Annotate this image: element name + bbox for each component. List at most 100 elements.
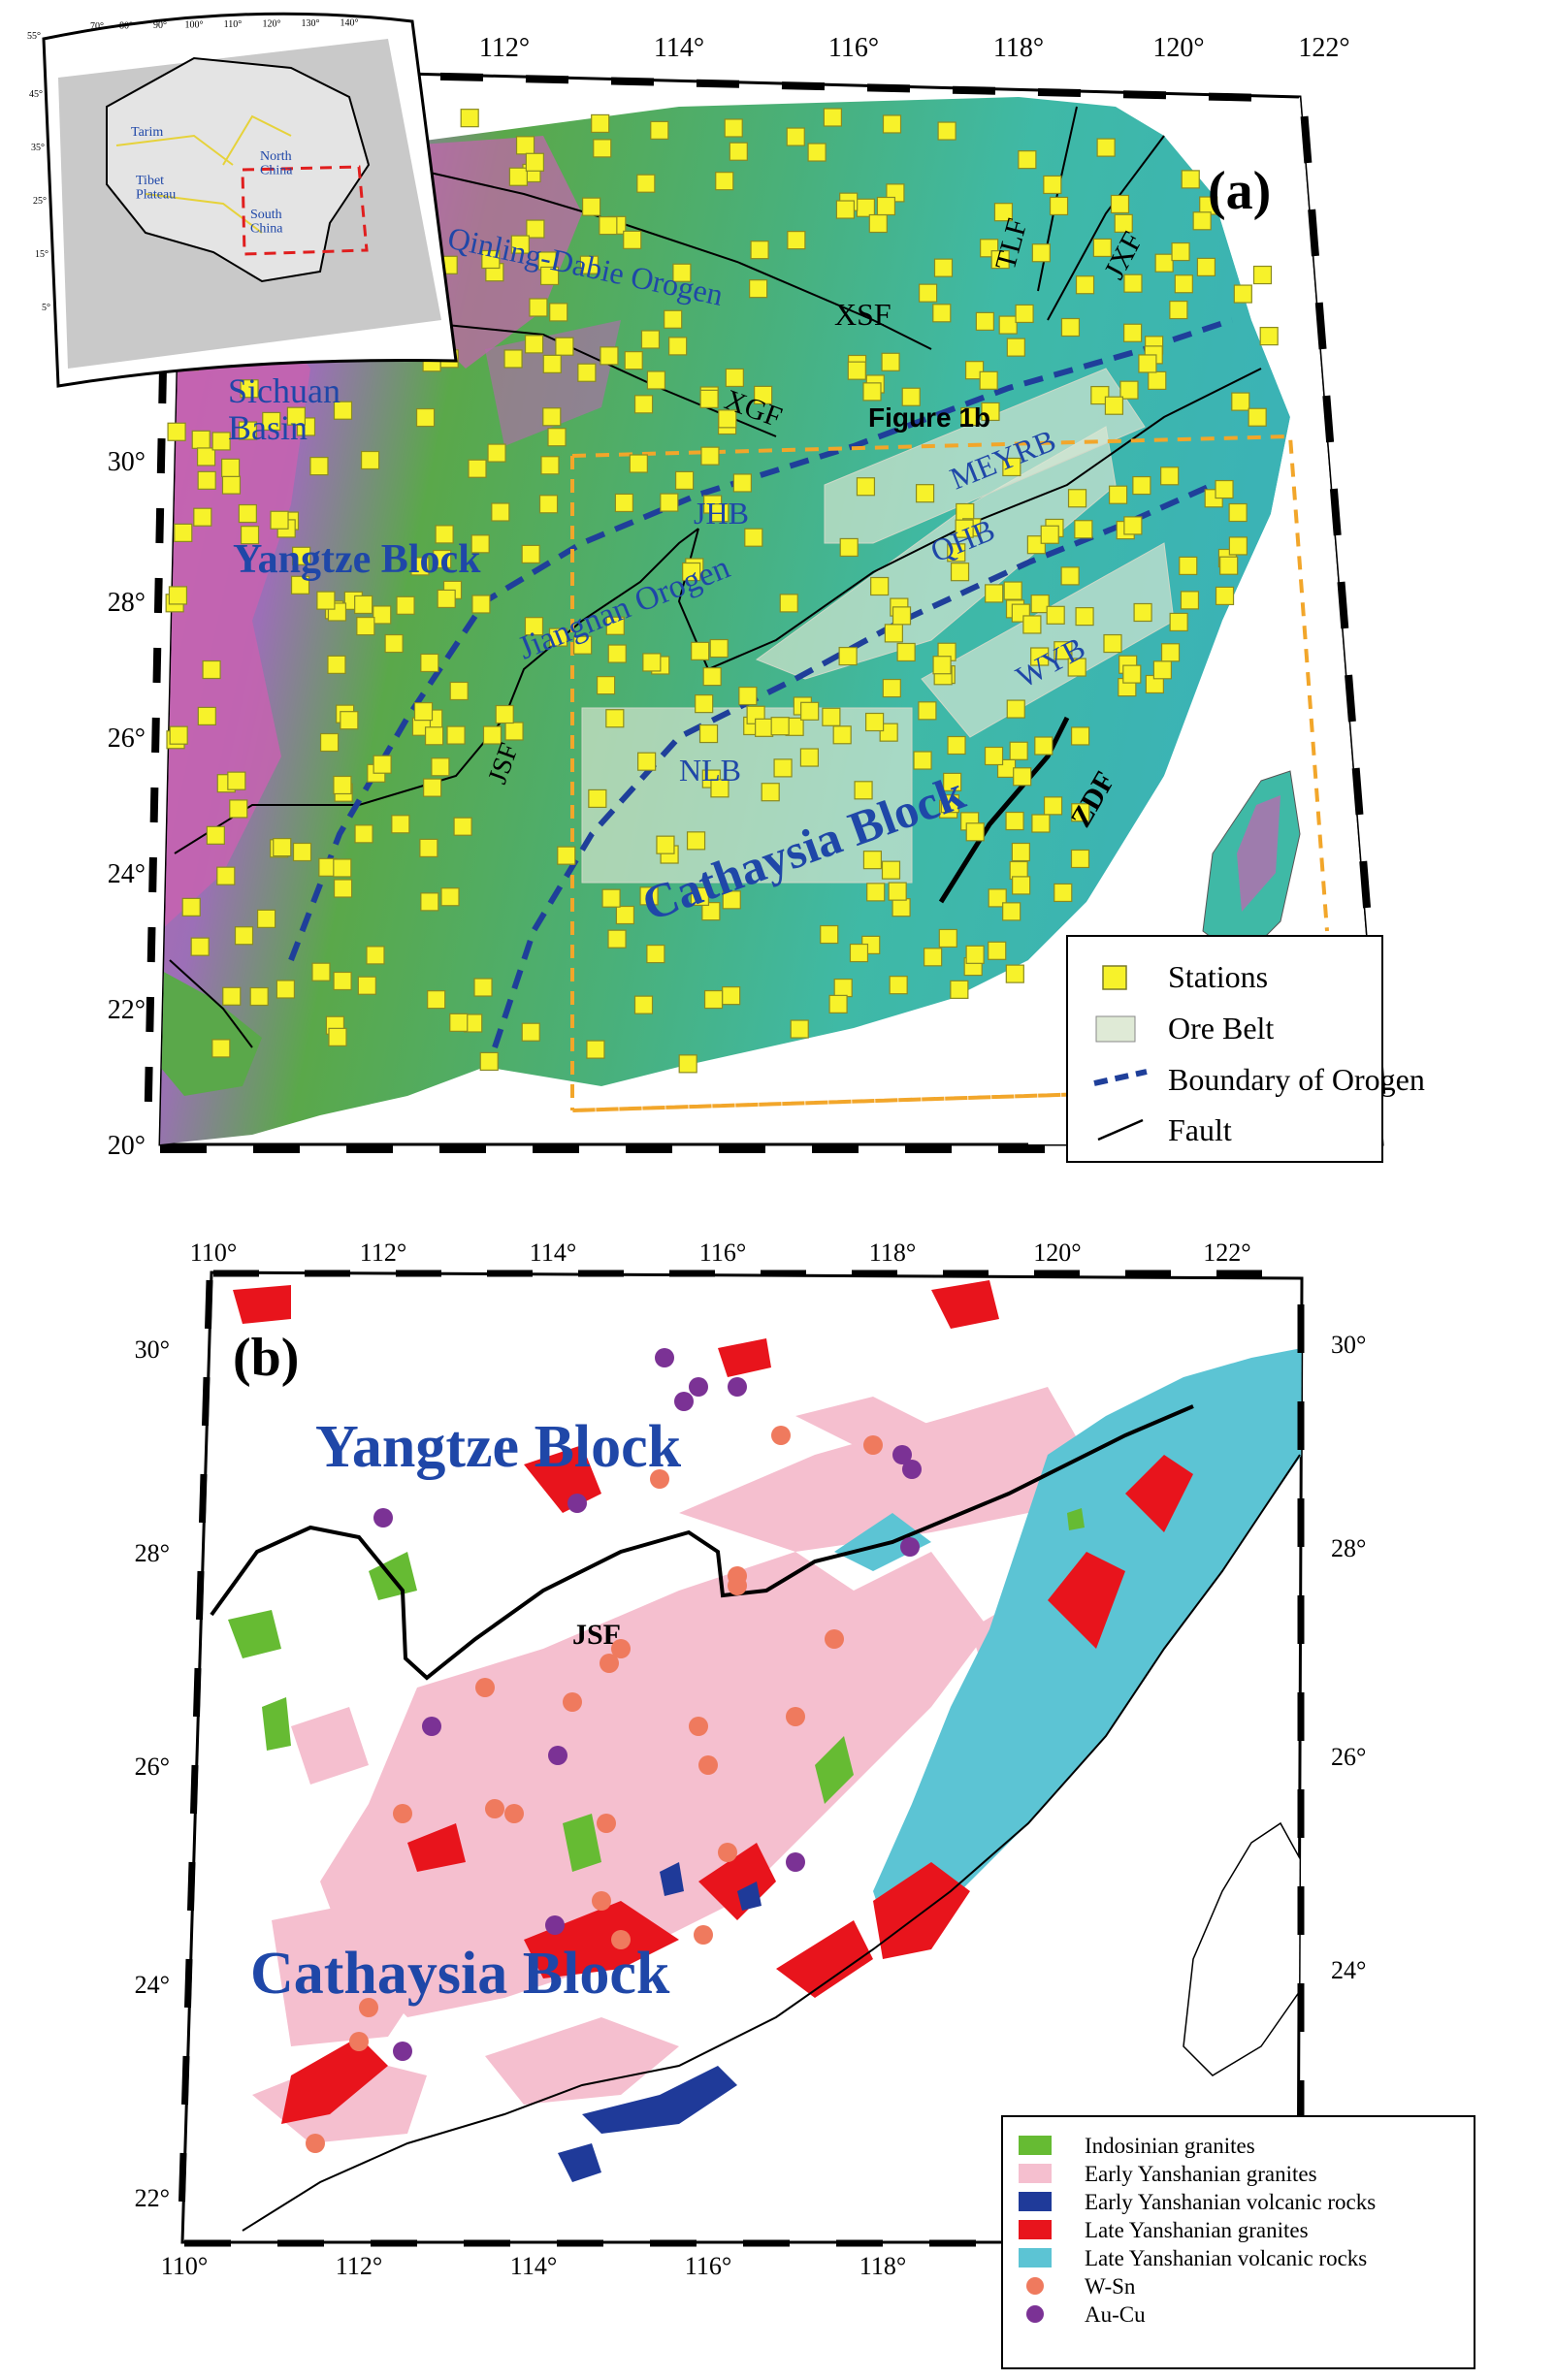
w-sn-deposit — [306, 2134, 325, 2153]
station-marker — [856, 198, 876, 217]
w-sn-deposit — [689, 1717, 708, 1736]
legend-b-swatch-au-cu — [1026, 2305, 1044, 2323]
frame-checker — [1337, 581, 1349, 629]
inset-lon-tick-label: 110° — [224, 19, 243, 30]
station-marker — [828, 994, 848, 1013]
station-marker — [396, 595, 415, 615]
frame-checker — [158, 368, 167, 404]
station-marker — [1040, 525, 1059, 544]
station-marker — [391, 815, 410, 834]
label-yangtze-block-a: Yangtze Block — [233, 537, 481, 582]
lat-tick-label-a: 24° — [108, 859, 146, 889]
station-marker — [427, 990, 446, 1010]
inset-lon-tick-label: 130° — [302, 18, 320, 29]
station-marker — [211, 432, 231, 451]
w-sn-deposit — [349, 2032, 369, 2051]
station-marker — [833, 978, 853, 998]
b-lat-tick-left: 28° — [135, 1539, 170, 1567]
station-marker — [1043, 796, 1063, 816]
frame-checker — [156, 437, 166, 474]
inset-lat-tick-label: 5° — [42, 303, 50, 313]
station-marker — [1169, 612, 1188, 632]
station-marker — [588, 788, 607, 809]
station-marker — [453, 817, 472, 836]
station-marker — [755, 718, 774, 737]
ore-belt-meyrb — [824, 368, 1146, 544]
legend-b-label-w-sn: W-Sn — [1085, 2274, 1136, 2299]
station-marker — [525, 152, 544, 172]
station-marker — [410, 557, 430, 576]
au-cu-deposit — [786, 1852, 805, 1872]
station-marker — [881, 352, 900, 371]
station-marker — [354, 595, 373, 615]
station-marker — [193, 507, 212, 527]
station-marker — [614, 493, 633, 513]
station-marker — [601, 888, 621, 908]
station-marker — [1018, 150, 1037, 170]
lon-tick-label-a: 120° — [1152, 33, 1204, 63]
station-marker — [311, 962, 331, 981]
station-marker — [901, 387, 921, 406]
inset-lat-tick-label: 55° — [27, 31, 41, 42]
station-marker — [678, 1054, 697, 1074]
station-marker — [700, 446, 720, 466]
b-lat-tick-right: 26° — [1331, 1743, 1366, 1771]
station-marker — [823, 108, 842, 127]
station-marker — [435, 525, 454, 544]
station-marker — [240, 526, 260, 545]
legend-b-swatch-late-yanshanian-volcanic — [1019, 2248, 1052, 2267]
station-marker — [710, 503, 729, 523]
station-marker — [191, 430, 211, 449]
panel-b-label: (b) — [233, 1328, 299, 1388]
station-marker — [1180, 591, 1200, 610]
au-cu-deposit — [892, 1445, 912, 1464]
au-cu-deposit — [728, 1377, 747, 1397]
station-marker — [1043, 175, 1062, 195]
station-marker — [1219, 556, 1239, 575]
station-marker — [1075, 275, 1095, 295]
station-marker — [1132, 475, 1151, 496]
frame-checker — [1351, 767, 1364, 816]
frame-checker — [202, 1376, 211, 1427]
fault-jsf — [174, 528, 699, 854]
station-marker — [690, 886, 710, 907]
frame-checker — [439, 72, 484, 81]
orogen-boundary-south — [492, 482, 1215, 1048]
station-marker — [964, 361, 985, 380]
frame-checker — [1345, 674, 1356, 723]
station-marker — [449, 681, 469, 701]
frame-checker — [199, 1473, 208, 1524]
station-marker — [913, 751, 932, 770]
station-marker — [357, 976, 376, 995]
station-marker — [495, 704, 514, 724]
station-marker — [1171, 241, 1190, 262]
inset-label-south-china: South China — [250, 208, 283, 237]
station-marker — [725, 368, 744, 388]
frame-checker — [146, 996, 155, 1033]
station-marker — [290, 575, 310, 595]
frame-checker — [1322, 395, 1335, 443]
station-marker — [1103, 633, 1122, 654]
station-marker — [820, 924, 839, 945]
lat-tick-label-a: 22° — [108, 995, 146, 1025]
w-sn-deposit — [650, 1469, 669, 1489]
station-marker — [1074, 520, 1093, 539]
station-marker — [979, 370, 998, 390]
station-marker — [636, 174, 656, 193]
station-marker — [918, 283, 938, 303]
station-marker — [1148, 370, 1167, 391]
w-sn-deposit — [475, 1678, 495, 1697]
b-lon-tick-top: 112° — [360, 1238, 406, 1267]
station-marker — [539, 266, 560, 286]
frame-checker — [1329, 488, 1342, 536]
station-marker — [1233, 284, 1252, 304]
station-marker — [981, 402, 1000, 422]
b-lon-tick-bottom: 110° — [161, 2252, 208, 2280]
station-marker — [1005, 964, 1024, 983]
b-lat-tick-left: 30° — [135, 1335, 170, 1364]
station-marker — [333, 775, 352, 795]
station-marker — [891, 606, 912, 626]
station-marker — [773, 758, 793, 778]
fault-zdf — [938, 716, 1070, 904]
